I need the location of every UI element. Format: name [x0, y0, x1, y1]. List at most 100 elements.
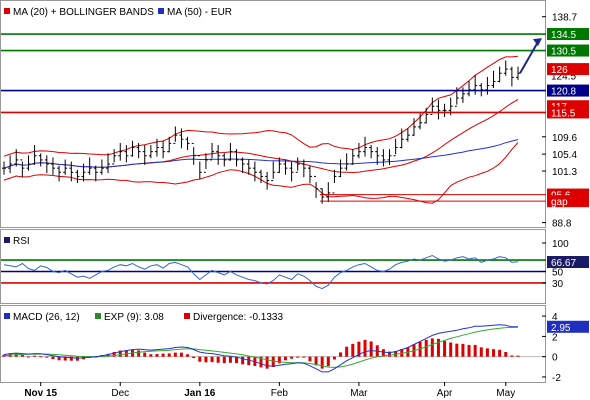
- macd-hist-bar: [228, 356, 232, 363]
- macd-hist-bar: [216, 356, 220, 363]
- ma50-legend-swatch: [158, 8, 164, 14]
- price-tick-label: 105.4: [552, 150, 577, 161]
- macd-hist-bar: [492, 349, 496, 357]
- macd-hist-bar: [479, 347, 483, 357]
- macd-hist-bar: [26, 356, 30, 358]
- price-panel-frame: [0, 0, 546, 228]
- macd-hist-bar: [443, 340, 447, 357]
- macd-hist-bar: [277, 356, 281, 364]
- rsi-line: [3, 254, 519, 290]
- macd-hist-bar: [504, 352, 508, 357]
- macd-hist-bar: [45, 356, 49, 358]
- macd-last-label: 2.95: [551, 323, 571, 334]
- rsi-legend-label: RSI: [13, 236, 30, 247]
- macd-hist-bar: [473, 344, 477, 357]
- macd-hist-bar: [20, 355, 24, 357]
- macd-hist-bar: [400, 348, 404, 357]
- last-price-label-bg: [547, 63, 589, 76]
- macd-hist-bar: [320, 356, 324, 369]
- x-tick-label: Nov 15: [24, 388, 57, 399]
- level-label-5: gap: [551, 197, 568, 208]
- macd-hist-bar: [388, 351, 391, 357]
- macd-hist-bar: [357, 341, 361, 357]
- macd-hist-bar: [118, 350, 122, 357]
- macd-hist-bar: [204, 356, 208, 363]
- macd-hist-bar: [455, 343, 459, 357]
- rsi-tick-label: 30: [552, 279, 564, 290]
- price-tick-label: 88.8: [552, 219, 572, 230]
- ma20-line: [3, 98, 519, 174]
- macd-hist-bar: [210, 356, 214, 363]
- macd-tick-label: 2: [552, 332, 558, 343]
- macd-panel-frame: [0, 305, 546, 383]
- macd-line: [3, 324, 518, 373]
- rsi-tick-label: 50: [552, 268, 564, 279]
- macd-hist-bar: [33, 355, 37, 357]
- macd-hist-bar: [57, 356, 61, 361]
- rsi-last-label-bg: [547, 255, 589, 268]
- price-legend: MA (20) + BOLLINGER BANDS MA (50) - EUR: [4, 7, 232, 18]
- macd-hist-bar: [167, 353, 171, 357]
- macd-legend-label: MACD (26, 12): [13, 312, 80, 323]
- macd-hist-bar: [467, 344, 471, 357]
- price-tick-label: 138.7: [552, 13, 577, 24]
- macd-tick-label: -2: [552, 373, 561, 384]
- macd-hist-bar: [69, 356, 73, 361]
- macd-hist-bar: [381, 349, 385, 357]
- macd-hist-bar: [143, 352, 147, 357]
- level-label-0: 134.5: [551, 30, 576, 41]
- forecast-arrow-line: [519, 39, 540, 74]
- macd-hist-bar: [363, 339, 367, 357]
- macd-signal-line: [3, 326, 519, 368]
- macd-hist-bar: [112, 352, 116, 357]
- ma20-legend-label: MA (20) + BOLLINGER BANDS: [13, 7, 154, 18]
- macd-legend-swatch: [4, 313, 10, 319]
- level-label-1: 130.5: [551, 47, 576, 58]
- macd-hist-bar: [186, 354, 190, 357]
- signal-legend-label: EXP (9): 3.08: [104, 312, 164, 323]
- macd-hist-bar: [314, 356, 318, 366]
- macd-hist-bar: [351, 343, 355, 357]
- price-124-label: 124.5: [551, 71, 576, 82]
- x-tick-label: Mar: [350, 388, 368, 399]
- macd-tick-label: 0: [552, 353, 558, 364]
- x-tick-label: Jan 16: [184, 388, 216, 399]
- macd-hist-bar: [485, 348, 489, 357]
- macd-hist-bar: [192, 356, 196, 359]
- macd-hist-bar: [241, 356, 245, 365]
- macd-hist-bar: [247, 356, 251, 366]
- macd-hist-bar: [436, 338, 440, 357]
- macd-hist-bar: [345, 346, 349, 357]
- macd-hist-bar: [51, 356, 55, 360]
- macd-hist-bar: [222, 356, 226, 364]
- x-axis: Nov 15 Dec Jan 16 Feb Mar Apr May: [24, 382, 515, 399]
- level-label-5-bg: [547, 195, 589, 208]
- macd-hist-bar: [290, 356, 294, 359]
- price-panel: 138.7109.6105.4101.388.8117134.5130.5120…: [1, 13, 590, 230]
- x-tick-label: May: [496, 388, 515, 399]
- rsi-legend: RSI: [4, 236, 30, 247]
- ma50-legend-label: MA (50) - EUR: [167, 7, 232, 18]
- macd-hist-bar: [39, 356, 43, 358]
- macd-hist-bar: [259, 356, 263, 368]
- macd-hist-bar: [198, 356, 202, 362]
- rsi-panel-frame: [0, 229, 546, 304]
- macd-hist-bar: [283, 356, 287, 361]
- macd-hist-bar: [106, 353, 110, 357]
- macd-hist-bar: [63, 356, 67, 361]
- forecast-arrow-head: [533, 38, 542, 47]
- macd-hist-bar: [339, 352, 343, 357]
- macd-panel: 4 2 0 -2 2.95: [1, 312, 589, 384]
- macd-hist-bar: [173, 352, 177, 357]
- price-tick-label: 109.6: [552, 133, 577, 144]
- x-tick-label: Feb: [271, 388, 289, 399]
- macd-hist-bar: [394, 350, 398, 357]
- macd-hist-bar: [516, 355, 520, 357]
- macd-legend: MACD (26, 12) EXP (9): 3.08 Divergence: …: [4, 312, 283, 323]
- macd-hist-bar: [461, 343, 465, 357]
- macd-hist-bar: [161, 353, 165, 357]
- macd-hist-bar: [271, 356, 275, 368]
- rsi-tick-label: 100: [552, 239, 569, 250]
